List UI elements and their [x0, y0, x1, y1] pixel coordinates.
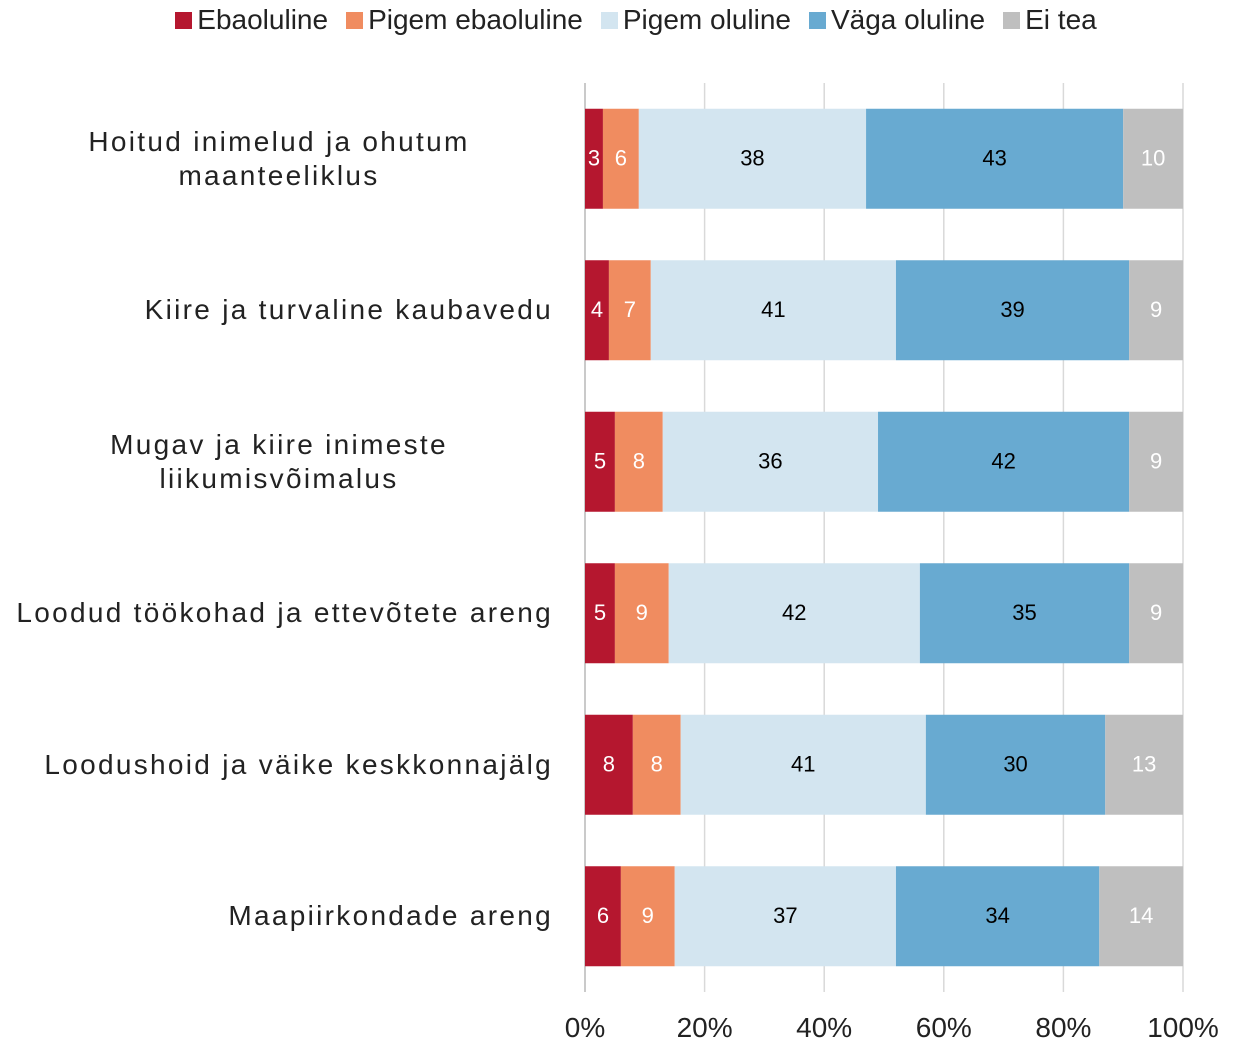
legend-swatch [808, 11, 826, 29]
category-label: Loodushoid ja väike keskkonnajälg [44, 748, 553, 780]
data-label: 9 [636, 600, 648, 625]
data-label: 9 [642, 903, 654, 928]
category-label-box: Mugav ja kiire inimeste liikumisvõimalus [0, 428, 553, 496]
data-label: 30 [1003, 752, 1027, 777]
data-label: 43 [982, 146, 1006, 171]
legend-swatch [600, 11, 618, 29]
category-label-box: Loodushoid ja väike keskkonnajälg [0, 748, 553, 782]
data-label: 10 [1141, 146, 1165, 171]
bar-segment [585, 714, 633, 815]
data-label: 38 [740, 146, 764, 171]
bar-segment [632, 714, 681, 815]
data-label: 9 [1150, 600, 1162, 625]
data-label: 41 [791, 752, 815, 777]
category-label: Loodud töökohad ja ettevõtete areng [16, 597, 553, 629]
data-label: 6 [597, 903, 609, 928]
data-label: 9 [1150, 449, 1162, 474]
data-label: 34 [985, 903, 1009, 928]
bar-segment [668, 563, 920, 664]
data-label: 8 [603, 752, 615, 777]
x-tick-label: 100% [1147, 1012, 1219, 1043]
bar-segment [585, 260, 609, 361]
category-label: Mugav ja kiire inimeste liikumisvõimalus [110, 428, 448, 494]
legend-item: Pigem ebaoluline [346, 4, 583, 36]
data-label: 35 [1012, 600, 1036, 625]
bar-segment [925, 714, 1106, 815]
bar-segment [585, 411, 615, 512]
bar-segment [1129, 563, 1183, 664]
data-label: 42 [991, 449, 1015, 474]
data-label: 9 [1150, 297, 1162, 322]
data-label: 37 [773, 903, 797, 928]
bar-segment [638, 108, 867, 209]
data-label: 4 [591, 297, 603, 322]
bar-segment [895, 866, 1100, 967]
data-label: 5 [594, 449, 606, 474]
bar-segment [614, 563, 669, 664]
bar-segment [585, 866, 621, 967]
legend-label: Ei tea [1025, 4, 1097, 35]
data-label: 42 [782, 600, 806, 625]
category-label: Hoitud inimelud ja ohutum maanteeliklus [88, 125, 470, 191]
legend-swatch [1003, 11, 1021, 29]
category-label: Maapiirkondade areng [228, 900, 553, 932]
data-label: 8 [651, 752, 663, 777]
bar-segment [680, 714, 926, 815]
legend-label: Väga oluline [830, 4, 986, 35]
legend-item: Väga oluline [808, 4, 986, 36]
bar-segment [1123, 108, 1183, 209]
bar-segment [620, 866, 675, 967]
category-label-box: Maapiirkondade areng [0, 899, 553, 933]
category-label: Kiire ja turvaline kaubavedu [144, 294, 553, 326]
bar-segment [1099, 866, 1183, 967]
bar-segment [1129, 411, 1183, 512]
data-label: 39 [1000, 297, 1024, 322]
bar-segment [662, 411, 879, 512]
bar-segment [895, 260, 1130, 361]
data-label: 5 [594, 600, 606, 625]
x-tick-label: 40% [796, 1012, 853, 1043]
data-label: 36 [758, 449, 782, 474]
bar-segment [585, 108, 603, 209]
legend-swatch [346, 11, 364, 29]
x-tick-label: 0% [564, 1012, 606, 1043]
data-label: 14 [1129, 903, 1153, 928]
bar-segment [650, 260, 896, 361]
bar-segment [919, 563, 1130, 664]
bar-segment [614, 411, 663, 512]
bar-segment [866, 108, 1124, 209]
legend-swatch [175, 11, 193, 29]
bar-segment [1129, 260, 1183, 361]
category-label-box: Hoitud inimelud ja ohutum maanteeliklus [0, 125, 553, 193]
bar-segment [878, 411, 1130, 512]
bar-segment [602, 108, 639, 209]
x-tick-label: 80% [1035, 1012, 1092, 1043]
bar-segment [1105, 714, 1183, 815]
data-label: 3 [588, 146, 600, 171]
data-label: 13 [1132, 752, 1156, 777]
data-label: 41 [761, 297, 785, 322]
legend-label: Pigem ebaoluline [368, 4, 583, 35]
x-tick-label: 20% [676, 1012, 733, 1043]
legend-item: Pigem oluline [600, 4, 791, 36]
x-tick-label: 60% [915, 1012, 972, 1043]
legend-item: Ei tea [1003, 4, 1097, 36]
legend-label: Ebaoluline [197, 4, 329, 35]
data-label: 8 [633, 449, 645, 474]
data-label: 6 [615, 146, 627, 171]
legend-item: Ebaoluline [175, 4, 328, 36]
bar-segment [608, 260, 651, 361]
bar-segment [674, 866, 896, 967]
category-label-box: Loodud töökohad ja ettevõtete areng [0, 596, 553, 630]
legend: Ebaoluline Pigem ebaoluline Pigem oluline V… [14, 4, 1244, 36]
bar-segment [585, 563, 615, 664]
category-label-box: Kiire ja turvaline kaubavedu [0, 293, 553, 327]
data-label: 7 [624, 297, 636, 322]
legend-label: Pigem oluline [622, 4, 791, 35]
